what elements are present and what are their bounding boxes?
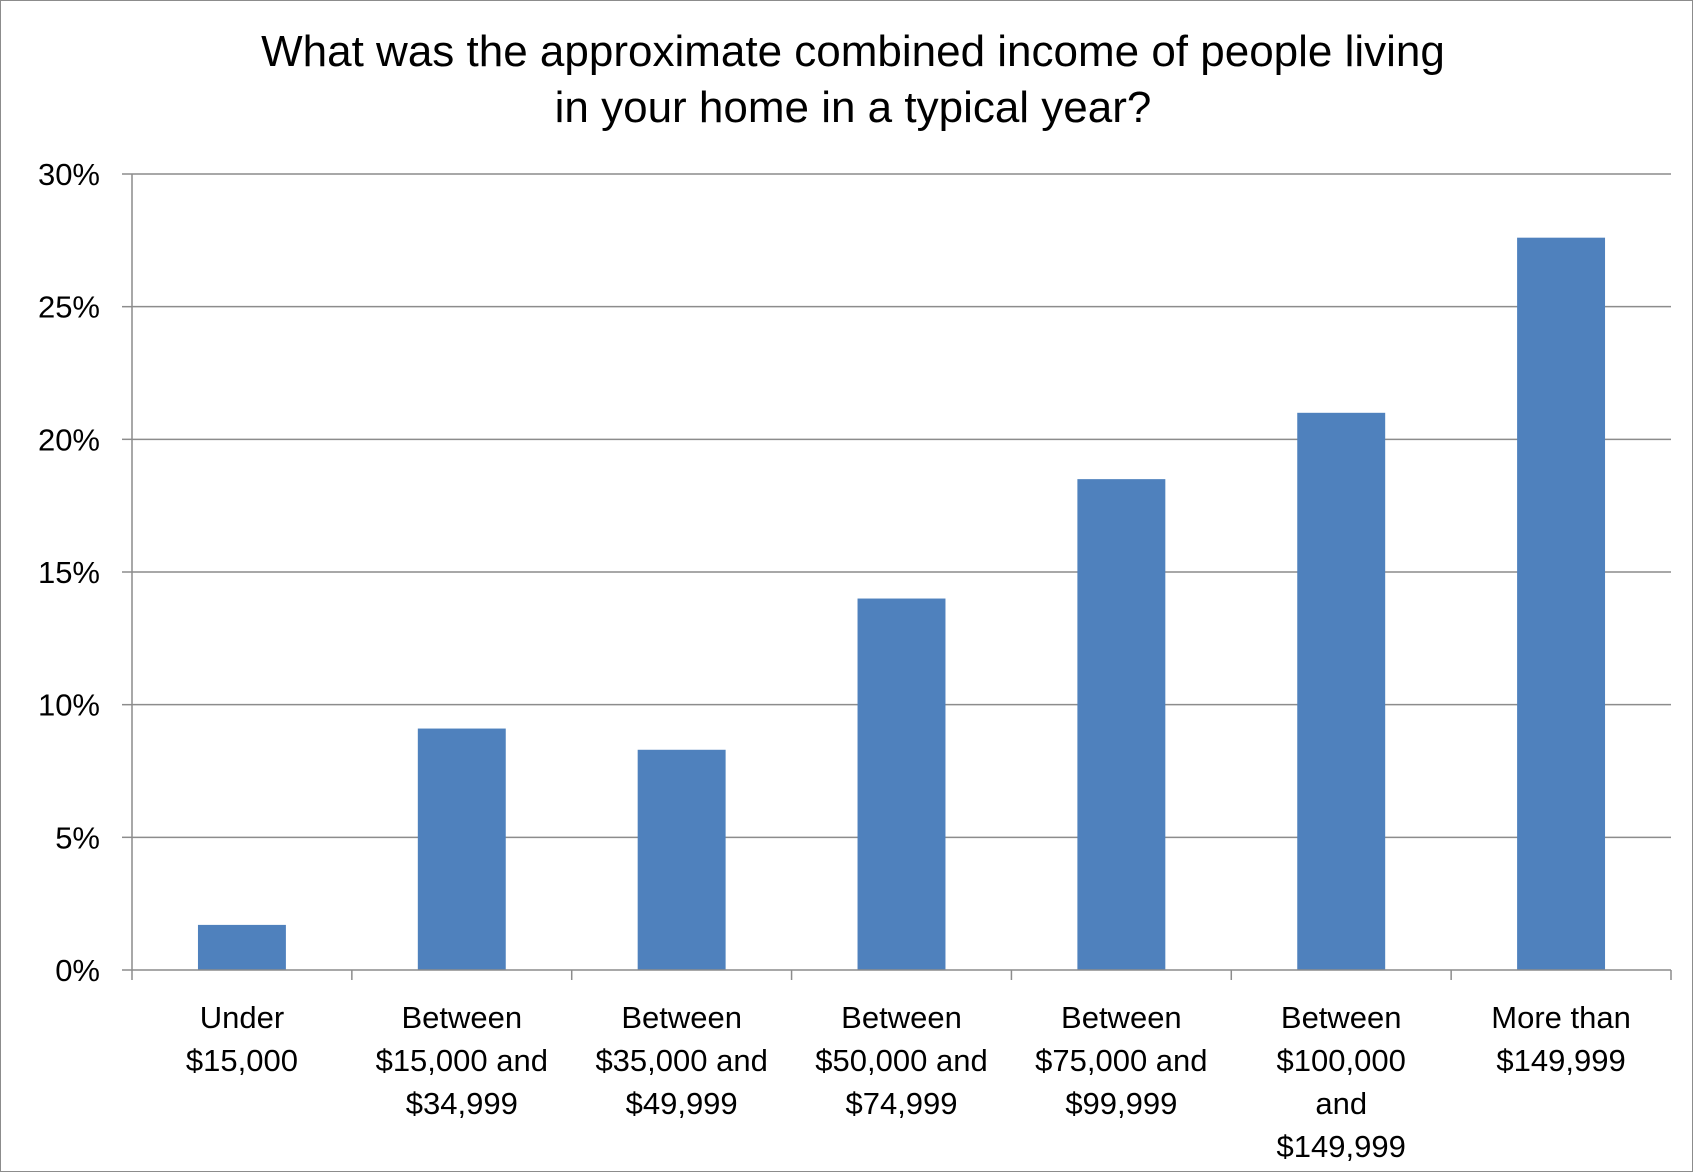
x-category-label-line: Between — [1281, 1000, 1402, 1035]
x-category-label-line: $149,999 — [1496, 1043, 1625, 1078]
y-tick-label: 30% — [38, 157, 100, 192]
bars — [197, 237, 1606, 970]
x-category-label: More than $149,999 — [1491, 1000, 1631, 1078]
x-category-label: Under $15,000 — [186, 1000, 298, 1078]
y-axis-tick-labels: 0% 5% 10% 15% 20% 25% 30% — [38, 157, 100, 988]
x-category-label: Between $100,000 and $149,999 — [1277, 1000, 1406, 1164]
x-category-label: Between $15,000 and $34,999 — [376, 1000, 548, 1121]
x-category-label-line: $34,999 — [406, 1086, 518, 1121]
x-category-label-line: $15,000 — [186, 1043, 298, 1078]
chart-title-line-2: in your home in a typical year? — [555, 83, 1152, 132]
chart-title: What was the approximate combined income… — [261, 27, 1445, 132]
x-category-label-line: and — [1315, 1086, 1367, 1121]
x-category-label-line: $35,000 and — [595, 1043, 767, 1078]
x-category-label-line: $15,000 and — [376, 1043, 548, 1078]
axes — [122, 173, 1672, 980]
x-category-label: Between $35,000 and $49,999 — [595, 1000, 767, 1121]
x-category-label: Between $50,000 and $74,999 — [815, 1000, 987, 1121]
x-category-label-line: $149,999 — [1277, 1129, 1406, 1164]
bar-3 — [857, 598, 946, 970]
x-category-label-line: $49,999 — [626, 1086, 738, 1121]
bar-6 — [1517, 237, 1606, 970]
x-category-label-line: Between — [401, 1000, 522, 1035]
x-category-label-line: Under — [200, 1000, 284, 1035]
x-category-label-line: More than — [1491, 1000, 1631, 1035]
y-tick-label: 0% — [55, 953, 100, 988]
x-category-label-line: Between — [621, 1000, 742, 1035]
bar-1 — [417, 728, 506, 970]
y-tick-label: 15% — [38, 555, 100, 590]
x-category-label-line: $75,000 and — [1035, 1043, 1207, 1078]
x-category-label-line: $100,000 — [1277, 1043, 1406, 1078]
x-category-label-line: $74,999 — [845, 1086, 957, 1121]
x-category-label-line: Between — [1061, 1000, 1182, 1035]
y-tick-label: 5% — [55, 820, 100, 855]
x-category-label-line: $99,999 — [1065, 1086, 1177, 1121]
chart-title-line-1: What was the approximate combined income… — [261, 27, 1445, 76]
bar-0 — [197, 924, 286, 970]
x-category-label: Between $75,000 and $99,999 — [1035, 1000, 1207, 1121]
gridlines — [132, 173, 1671, 839]
x-category-label-line: Between — [841, 1000, 962, 1035]
bar-4 — [1077, 479, 1166, 970]
bar-2 — [637, 749, 726, 970]
y-tick-label: 20% — [38, 422, 100, 457]
x-category-label-line: $50,000 and — [815, 1043, 987, 1078]
y-tick-label: 10% — [38, 688, 100, 723]
y-tick-label: 25% — [38, 290, 100, 325]
bar-5 — [1297, 412, 1386, 970]
